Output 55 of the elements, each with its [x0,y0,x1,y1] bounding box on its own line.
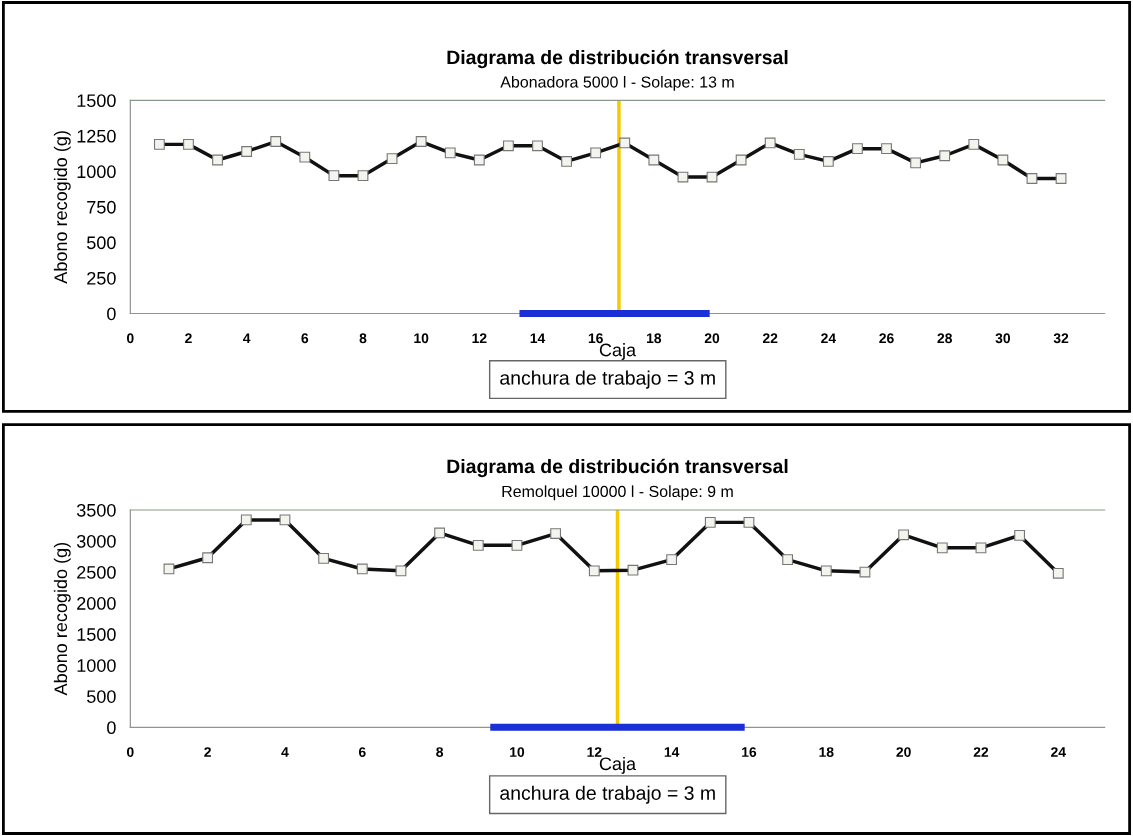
y-tick-label: 1500 [77,94,116,108]
x-tick-label: 14 [530,333,546,344]
x-tick-label: 26 [879,333,894,344]
text: anchura de trabajo = 3 m [500,370,715,389]
x-tick-label: 32 [1053,333,1069,344]
x-tick-label: 24 [1051,747,1066,757]
y-tick-label: 1250 [77,129,116,143]
x-tick-label: 22 [762,333,778,344]
x-tick-label: 10 [510,747,525,757]
x-tick-label: 16 [742,747,757,757]
x-tick-label: 0 [126,333,134,344]
y-axis-title: Abono recogido (g) [53,542,71,696]
y-tick-label: 250 [87,271,116,285]
y-tick-label: 1500 [77,628,116,641]
x-tick-label: 22 [973,747,989,757]
y-tick-label: 3500 [76,503,116,517]
y-tick-label: 0 [107,721,116,735]
x-tick-label: 6 [301,333,309,344]
x-tick-label: 24 [821,333,837,344]
x-tick-label: 4 [242,333,251,344]
x-tick-label: 6 [358,747,366,757]
y-tick-label: 1000 [77,659,116,672]
x-tick-label: 18 [819,747,834,757]
y-tick-label: 2000 [77,597,116,610]
x-tick-label: 12 [587,747,602,757]
x-tick-label: 30 [995,333,1011,344]
x-tick-label: 8 [359,333,367,344]
y-tick-label: 0 [107,307,116,321]
y-tick-label: 3000 [76,534,116,548]
x-tick-label: 20 [704,333,720,344]
x-tick-label: 2 [185,333,192,344]
y-axis-title: Abono recogido (g) [53,131,71,284]
x-axis-title: Caja [599,756,637,774]
x-tick-label: 4 [281,747,289,757]
y-tick-label: 500 [87,690,116,703]
x-tick-label: 14 [664,747,680,757]
x-tick-label: 16 [588,333,603,344]
y-tick-label: 500 [87,236,116,250]
y-tick-label: 750 [87,200,116,214]
x-tick-label: 18 [646,333,662,344]
chart-subtitle: Remolquel 10000 l - Solape: 9 m [502,485,733,501]
chart-subtitle: Abonadora 5000 l - Solape: 13 m [500,75,734,91]
y-tick-label: 2500 [77,566,116,579]
x-tick-label: 8 [436,747,444,757]
x-tick-label: 10 [414,333,429,344]
y-tick-label: 1000 [77,165,116,179]
x-tick-label: 20 [896,747,911,757]
x-axis-title: Caja [599,343,637,360]
chart-title: Diagrama de distribución transversal [447,458,788,478]
text: anchura de trabajo = 3 m [500,785,715,804]
x-tick-label: 2 [204,747,211,757]
x-tick-label: 0 [126,747,134,757]
x-tick-label: 12 [472,333,487,344]
x-tick-label: 28 [937,333,952,344]
chart-title: Diagrama de distribución transversal [447,49,788,69]
